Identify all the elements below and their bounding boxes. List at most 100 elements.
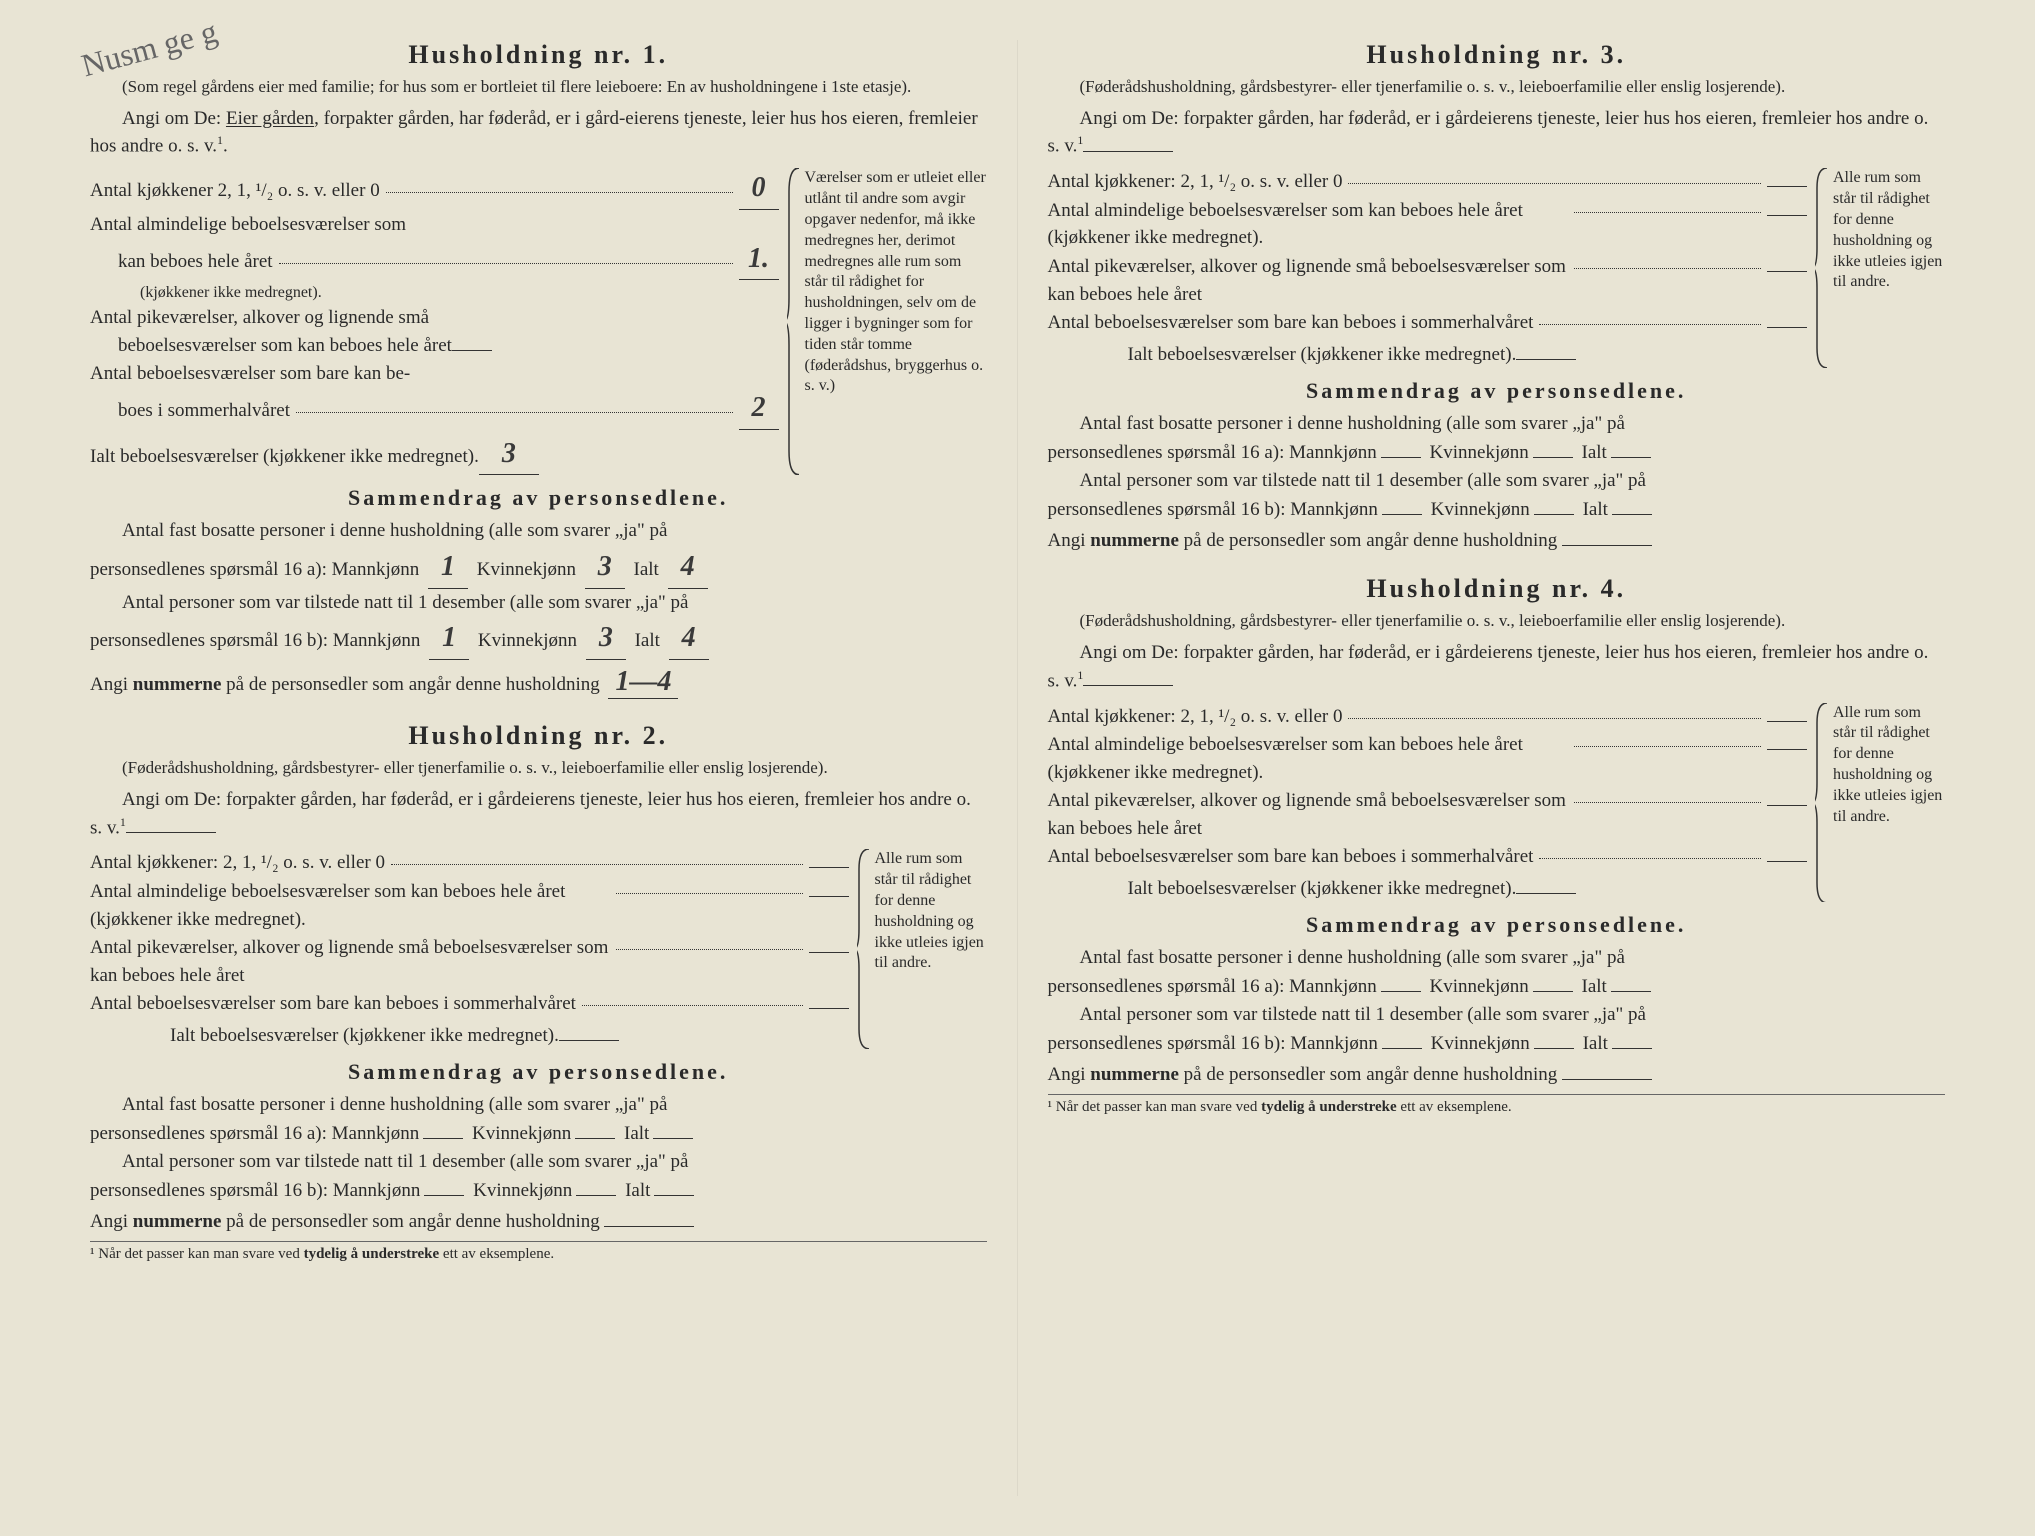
pike-label: Antal pikeværelser, alkover og lignende … (1048, 787, 1568, 842)
alm-label: Antal almindelige beboelsesværelser som … (90, 878, 610, 933)
hh4-angi: Angi om De: forpakter gården, har føderå… (1048, 639, 1946, 694)
samm16a-2: personsedlenes spørsmål 16 a): Mannkjønn… (1048, 973, 1946, 1002)
dots (1348, 718, 1761, 719)
sommer-label: Antal beboelsesværelser som bare kan beb… (90, 990, 576, 1018)
angi-num-line: Angi nummerne på de personsedler som ang… (90, 1211, 987, 1233)
rooms-right-note: Alle rum som står til rådighet for denne… (857, 849, 987, 1049)
fn-c: ett av eksemplene. (443, 1246, 554, 1262)
angi-num-line: Angi nummerne på de personsedler som ang… (1048, 530, 1946, 552)
fn-a: ¹ Når det passer kan man svare ved (1048, 1099, 1258, 1115)
blank (653, 1138, 693, 1139)
val (1516, 359, 1576, 360)
val (1767, 749, 1807, 750)
pike-label: Antal pikeværelser, alkover og lignende … (90, 934, 610, 989)
household-2: Husholdning nr. 2. (Føderådshusholdning,… (90, 721, 987, 1263)
angi-rest: på de personsedler som angår denne husho… (226, 1211, 600, 1232)
dots (1574, 212, 1762, 213)
blank (604, 1226, 694, 1227)
kjokkener-label: Antal kjøkkener 2, 1, ¹/₂ o. s. v. eller… (90, 177, 380, 205)
s16b-label: personsedlenes spørsmål 16 b): Mannkjønn (90, 1180, 420, 1201)
kvinne: Kvinnekjønn (1430, 442, 1529, 463)
blank (1083, 151, 1173, 152)
hh2-samm-title: Sammendrag av personsedlene. (90, 1059, 987, 1085)
dots (1574, 268, 1762, 269)
blank (1381, 457, 1421, 458)
s16a-label: personsedlenes spørsmål 16 a): Mannkjønn (90, 1123, 419, 1144)
kjokkener-line: Antal kjøkkener: 2, 1, ¹/₂ o. s. v. elle… (1048, 168, 1808, 196)
dots (1348, 183, 1761, 184)
footnote: ¹ Når det passer kan man svare ved tydel… (90, 1241, 987, 1263)
brace-icon (787, 168, 801, 475)
samm16b-1: Antal personer som var tilstede natt til… (1048, 1001, 1946, 1030)
hh1-subtitle: (Som regel gårdens eier med familie; for… (90, 76, 987, 99)
hh2-rooms: Antal kjøkkener: 2, 1, ¹/₂ o. s. v. elle… (90, 849, 987, 1049)
kvinne-label: Kvinnekjønn (477, 559, 576, 580)
val (1516, 893, 1576, 894)
blank (1612, 1048, 1652, 1049)
blank (575, 1138, 615, 1139)
s16a-k: 3 (585, 546, 625, 589)
rooms-left: Antal kjøkkener: 2, 1, ¹/₂ o. s. v. elle… (1048, 703, 1808, 903)
samm16b-2: personsedlenes spørsmål 16 b): Mannkjønn… (90, 1177, 987, 1206)
val (1767, 861, 1807, 862)
ialt-line: Ialt beboelsesværelser (kjøkkener ikke m… (1048, 341, 1808, 369)
hh4-samm-title: Sammendrag av personsedlene. (1048, 912, 1946, 938)
blank (1562, 1079, 1652, 1080)
hh1-rooms: Antal kjøkkener 2, 1, ¹/₂ o. s. v. eller… (90, 168, 987, 475)
brace-icon (1815, 703, 1829, 903)
sommer-label: Antal beboelsesværelser som bare kan beb… (1048, 843, 1534, 871)
hh3-title: Husholdning nr. 3. (1048, 40, 1946, 70)
angi-bold: nummerne (133, 1211, 222, 1232)
ialt-label: Ialt (635, 630, 660, 651)
kvinne-label: Kvinnekjønn (478, 630, 577, 651)
rooms-right-note: Alle rum som står til rådighet for denne… (1815, 703, 1945, 903)
s16a-label: personsedlenes spørsmål 16 a): Mannkjønn (1048, 976, 1377, 997)
alm-label2: kan beboes hele året (90, 248, 273, 276)
kvinne: Kvinnekjønn (473, 1180, 572, 1201)
alm-line: Antal almindelige beboelsesværelser som … (1048, 731, 1808, 786)
rooms-left: Antal kjøkkener: 2, 1, ¹/₂ o. s. v. elle… (90, 849, 849, 1049)
pike-line: Antal pikeværelser, alkover og lignende … (1048, 253, 1808, 308)
alm-line2: kan beboes hele året 1. (90, 239, 779, 281)
samm16a-1: Antal fast bosatte personer i denne hush… (1048, 410, 1946, 439)
alm-line: Antal almindelige beboelsesværelser som … (90, 878, 849, 933)
blank (1534, 1048, 1574, 1049)
ialt-line: Ialt beboelsesværelser (kjøkkener ikke m… (90, 434, 779, 476)
hh2-angi: Angi om De: forpakter gården, har føderå… (90, 786, 987, 841)
hh3-samm-title: Sammendrag av personsedlene. (1048, 378, 1946, 404)
samm16a-2: personsedlenes spørsmål 16 a): Mannkjønn… (1048, 439, 1946, 468)
sup1: 1 (120, 815, 126, 829)
kvinne: Kvinnekjønn (1431, 1033, 1530, 1054)
ialt-label: Ialt beboelsesværelser (kjøkkener ikke m… (1048, 341, 1517, 369)
ialt: Ialt (624, 1123, 649, 1144)
sommer-line: Antal beboelsesværelser som bare kan beb… (1048, 309, 1808, 337)
s16a-label: personsedlenes spørsmål 16 a): Mannkjønn (1048, 442, 1377, 463)
blank (1533, 457, 1573, 458)
right-note-text: Alle rum som står til rådighet for denne… (1833, 169, 1942, 290)
hh4-angi-text: Angi om De: forpakter gården, har føderå… (1048, 642, 1929, 691)
angi-bold: nummerne (1090, 530, 1179, 551)
angi-prefix: Angi (1048, 530, 1086, 551)
samm16a-1: Antal fast bosatte personer i denne hush… (1048, 944, 1946, 973)
kjokkener-line: Antal kjøkkener: 2, 1, ¹/₂ o. s. v. elle… (90, 849, 849, 877)
right-note-text: Værelser som er utleiet eller utlånt til… (805, 169, 986, 394)
blank (1562, 545, 1652, 546)
sommer-line1: Antal beboelsesværelser som bare kan be- (90, 360, 779, 388)
ialt: Ialt (1583, 499, 1608, 520)
samm16b-1: Antal personer som var tilstede natt til… (90, 589, 987, 618)
s16b-label: personsedlenes spørsmål 16 b): Mannkjønn (90, 630, 420, 651)
angi-prefix: Angi om De: (122, 108, 221, 129)
hh3-angi: Angi om De: forpakter gården, har føderå… (1048, 105, 1946, 160)
hh3-angi-text: Angi om De: forpakter gården, har føderå… (1048, 108, 1929, 157)
blank (423, 1138, 463, 1139)
angi-prefix: Angi (90, 1211, 128, 1232)
alm-note: (kjøkkener ikke medregnet). (90, 281, 779, 304)
household-4: Husholdning nr. 4. (Føderådshusholdning,… (1048, 574, 1946, 1116)
samm16a-2: personsedlenes spørsmål 16 a): Mannkjønn… (90, 546, 987, 589)
blank (654, 1195, 694, 1196)
kjokkener-label: Antal kjøkkener: 2, 1, ¹/₂ o. s. v. elle… (90, 849, 385, 877)
right-page: Husholdning nr. 3. (Føderådshusholdning,… (1018, 40, 1976, 1496)
dots (279, 263, 733, 264)
ialt-label: Ialt (634, 559, 659, 580)
ialt-label: Ialt beboelsesværelser (kjøkkener ikke m… (1048, 875, 1517, 903)
